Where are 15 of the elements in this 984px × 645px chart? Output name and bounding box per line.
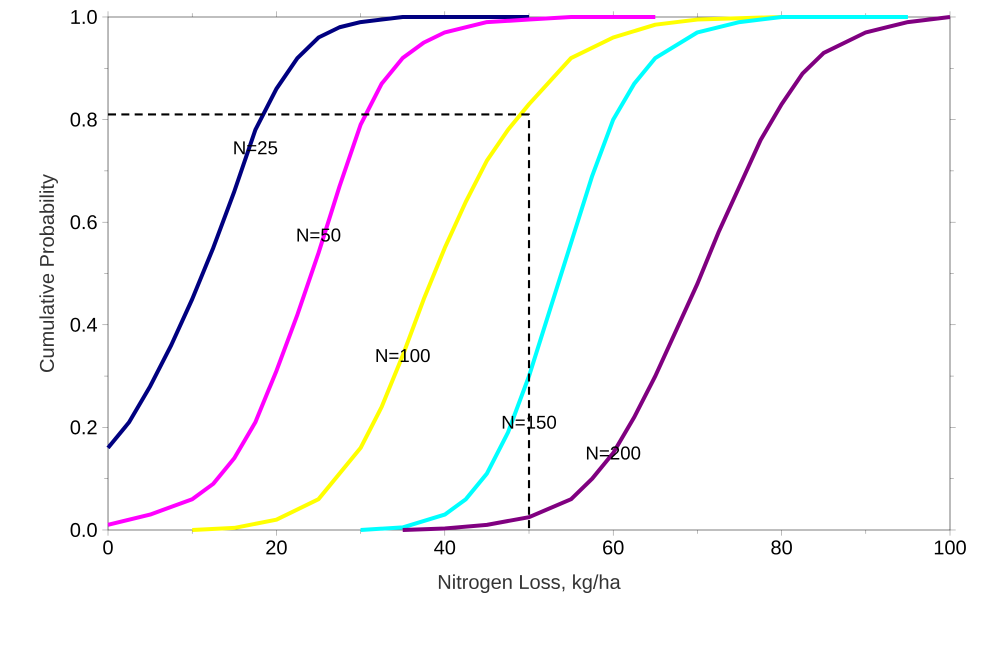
y-tick-label: 0.6 xyxy=(70,215,97,230)
x-tick-label: 20 xyxy=(266,540,287,555)
y-tick-label: 0.4 xyxy=(70,318,98,332)
x-tick-label: 40 xyxy=(434,540,456,555)
y-axis-title: Cumulative Probability xyxy=(39,174,58,372)
y-tick-label: 0.0 xyxy=(70,522,97,538)
y-tick-label: 0.8 xyxy=(70,112,97,127)
y-tick-label: 0.2 xyxy=(70,420,97,434)
x-axis-title: Nitrogen Loss, kg/ha xyxy=(438,574,621,593)
x-tick-label: 0 xyxy=(103,540,113,555)
x-tick-label: 60 xyxy=(603,540,624,555)
x-tick-label: 80 xyxy=(771,540,792,555)
x-tick-label: 100 xyxy=(934,540,966,555)
y-tick-label: 1.0 xyxy=(71,10,97,24)
line-series xyxy=(106,14,658,527)
